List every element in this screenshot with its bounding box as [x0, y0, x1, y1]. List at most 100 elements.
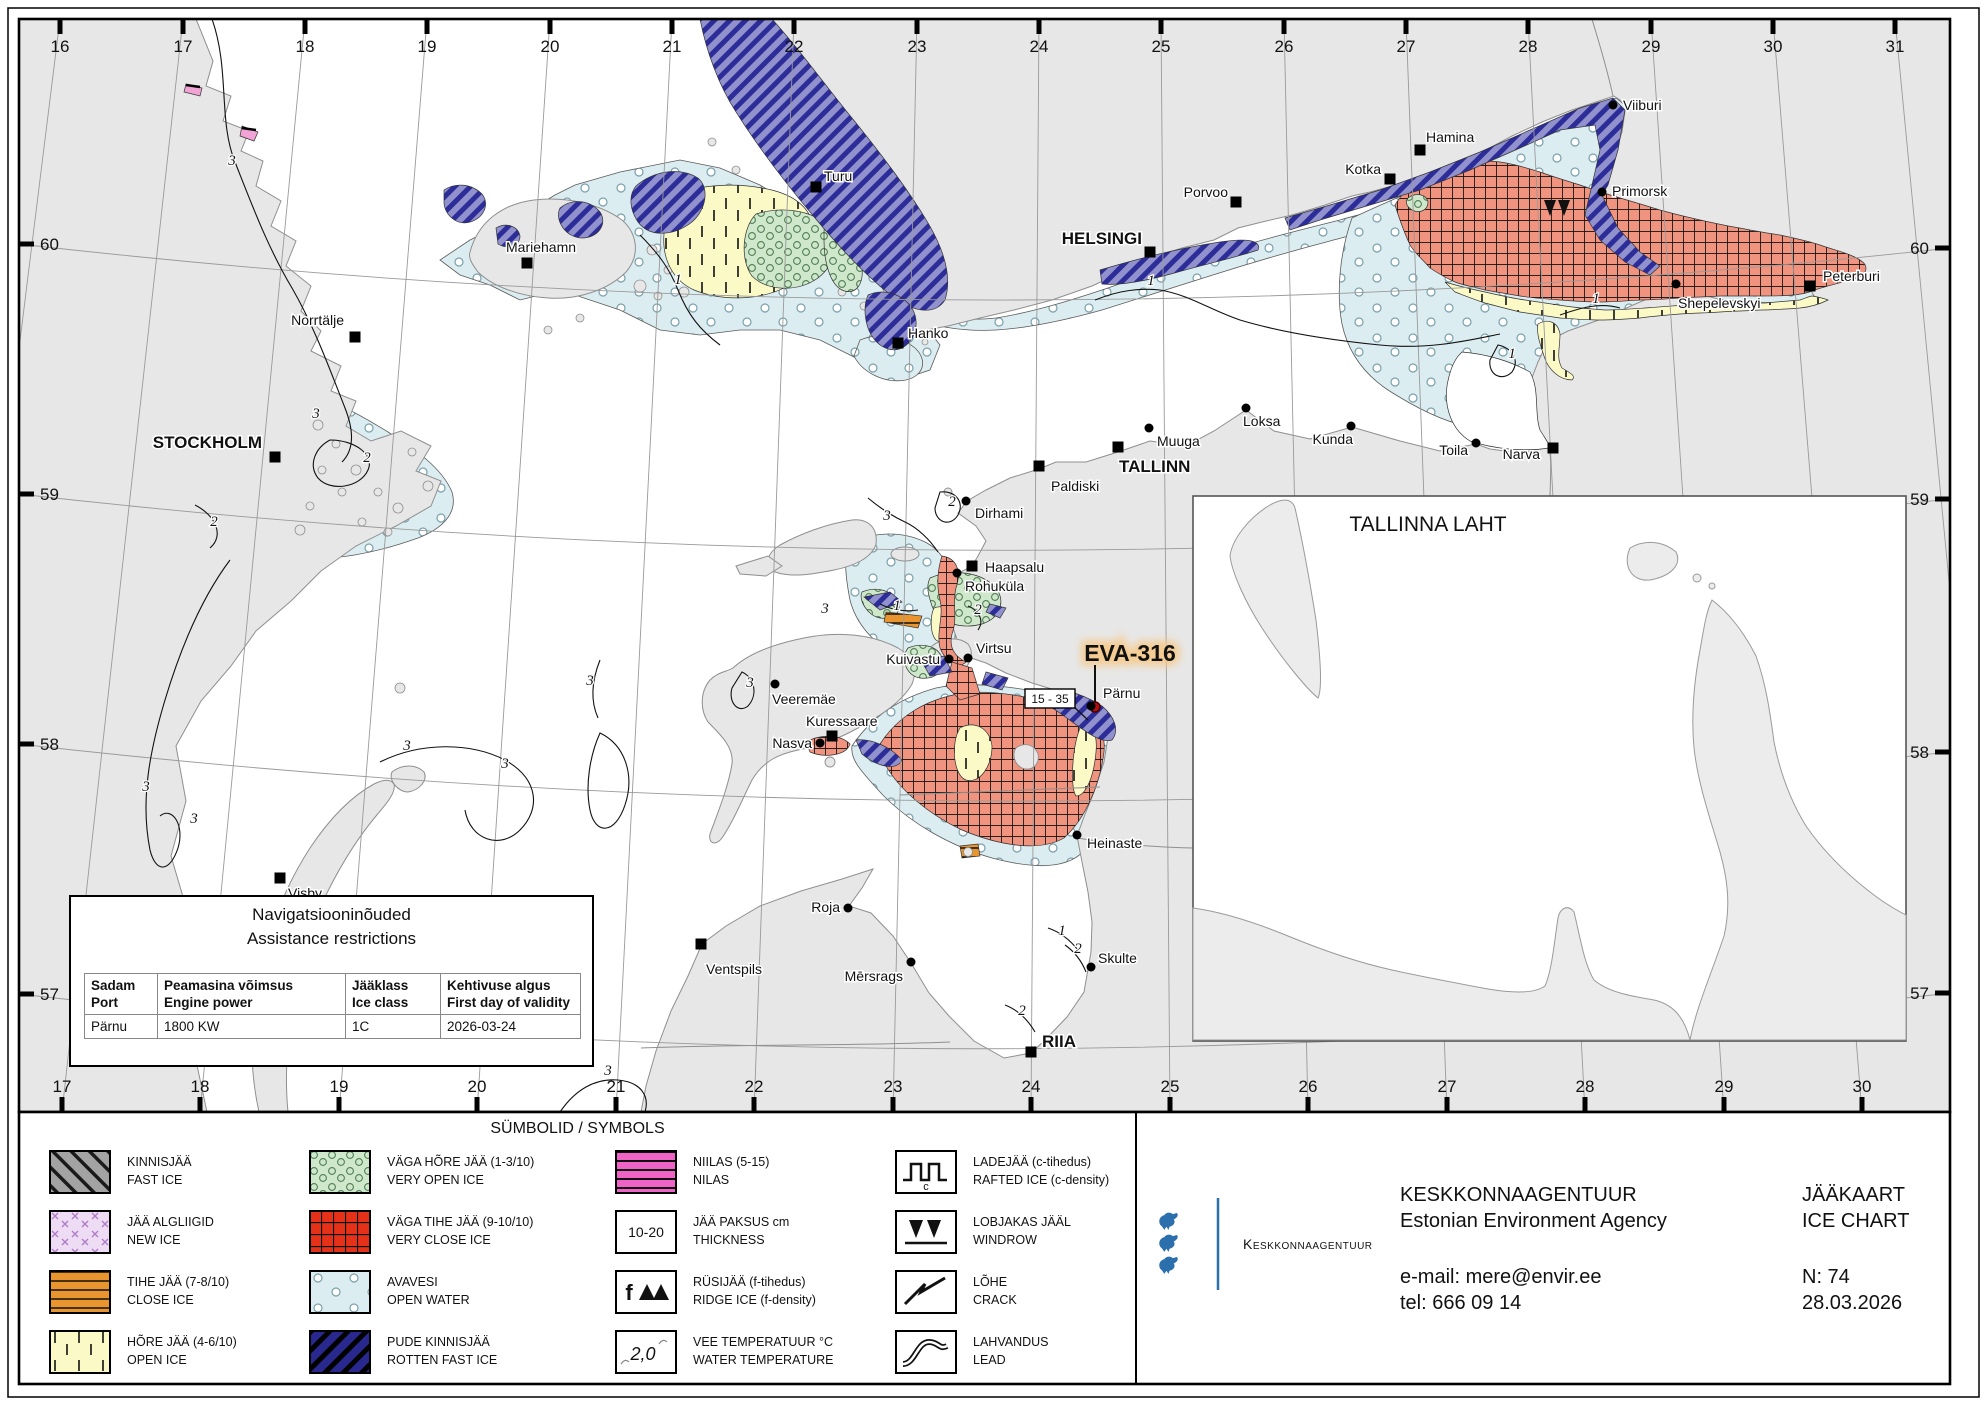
- city-shepelevskyi[interactable]: Shepelevskyi: [1671, 279, 1762, 313]
- city-marker-dot: [1471, 438, 1481, 448]
- city-nasva[interactable]: Nasva: [771, 734, 825, 753]
- meridian-22: [753, 20, 795, 1111]
- inset-title: TALLINNA LAHT: [1349, 513, 1506, 536]
- city-label: Peterburi: [1823, 268, 1880, 284]
- city-marker-square: [1230, 196, 1242, 208]
- legend-swatch-crack: [895, 1270, 957, 1314]
- ice-rotten-aland: [443, 184, 486, 224]
- lon-label-bottom-27: 27: [1438, 1077, 1457, 1096]
- lon-label-top-26: 26: [1275, 37, 1294, 56]
- city-turu[interactable]: Turu: [810, 167, 854, 193]
- legend-swatch-veryopen: [309, 1150, 371, 1194]
- doc-type-en: ICE CHART: [1802, 1210, 1910, 1232]
- logo-caption: Keskkonnaagentuur: [1243, 1236, 1373, 1252]
- city-peterburi[interactable]: Peterburi: [1804, 267, 1881, 292]
- city-rohuküla[interactable]: Rohuküla: [952, 568, 1026, 596]
- lon-label-top-28: 28: [1519, 37, 1538, 56]
- city-label: Nasva: [772, 735, 812, 751]
- city-mērsrags[interactable]: Mērsrags: [843, 957, 916, 986]
- ice-rotten-riga-west: [855, 739, 903, 767]
- city-kuressaare[interactable]: Kuressaare: [805, 712, 879, 742]
- city-mariehamn[interactable]: Mariehamn: [505, 238, 578, 269]
- city-label: Virtsu: [976, 640, 1012, 656]
- city-heinaste[interactable]: Heinaste: [1072, 830, 1144, 853]
- city-virtsu[interactable]: Virtsu: [963, 639, 1013, 663]
- city-marker-square: [826, 730, 838, 742]
- legend-item-label: RÜSIJÄÄ (f-tihedus) RIDGE ICE (f-density): [693, 1275, 816, 1307]
- city-marker-dot: [1241, 403, 1251, 413]
- city-toila[interactable]: Toila: [1438, 438, 1481, 460]
- legend-swatch-openice: [49, 1330, 111, 1374]
- grid-labels: 16 17171818191920202121222223232424252526…: [19, 19, 1950, 1112]
- city-label: Shepelevskyi: [1678, 295, 1761, 311]
- city-roja[interactable]: Roja: [810, 898, 853, 917]
- city-kotka[interactable]: Kotka: [1344, 160, 1396, 185]
- city-loksa[interactable]: Loksa: [1241, 403, 1282, 431]
- legend-item-label: TIHE JÄÄ (7-8/10) CLOSE ICE: [127, 1275, 230, 1307]
- city-kunda[interactable]: Kunda: [1311, 421, 1356, 449]
- city-paldiski[interactable]: Paldiski: [1033, 460, 1101, 496]
- lon-label-top-21: 21: [663, 37, 682, 56]
- city-label: RIIA: [1042, 1032, 1076, 1051]
- city-haapsalu[interactable]: Haapsalu: [966, 558, 1046, 577]
- city-norrtälje[interactable]: Norrtälje: [290, 311, 361, 343]
- city-hamina[interactable]: Hamina: [1414, 128, 1476, 156]
- city-marker-dot: [1597, 187, 1607, 197]
- meridian-16: [20, 20, 61, 345]
- legend-item-label: JÄÄ PAKSUS cm THICKNESS: [693, 1215, 790, 1247]
- city-label: Viiburi: [1623, 97, 1662, 113]
- city-helsingi[interactable]: HELSINGI: [1060, 228, 1156, 258]
- thickness-label: 15 - 35: [1031, 692, 1069, 706]
- city-muuga[interactable]: Muuga: [1144, 423, 1202, 451]
- nav-title-en: Assistance restrictions: [246, 929, 417, 948]
- city-tallinn[interactable]: TALLINN: [1112, 441, 1192, 478]
- water-temp-label-3: 3: [603, 1063, 612, 1079]
- city-label: Kotka: [1345, 161, 1381, 177]
- legend-item-label: VÄGA TIHE JÄÄ (9-10/10) VERY CLOSE ICE: [387, 1215, 534, 1247]
- lat-label-left-59: 59: [40, 485, 59, 504]
- water-temp-label-2: 2: [363, 450, 371, 466]
- city-marker-square: [1414, 144, 1426, 156]
- city-primorsk[interactable]: Primorsk: [1597, 182, 1670, 201]
- water-temp-label-1: 1: [893, 598, 901, 614]
- city-pärnu[interactable]: Pärnu: [1086, 684, 1142, 711]
- city-veeremäe[interactable]: Veeremäe: [770, 679, 838, 709]
- ice-very-close-east: [1394, 160, 1867, 303]
- city-marker-square: [349, 331, 361, 343]
- lon-label-bottom-23: 23: [884, 1077, 903, 1096]
- city-kuivastu[interactable]: Kuivastu: [885, 650, 954, 669]
- agency-name-en: Estonian Environment Agency: [1400, 1210, 1667, 1232]
- svg-text:f: f: [625, 1280, 633, 1305]
- city-viiburi[interactable]: Viiburi: [1608, 96, 1663, 115]
- svg-text:EVA-316: EVA-316: [1084, 640, 1176, 666]
- svg-text:2,0: 2,0: [629, 1344, 655, 1364]
- lon-label-bottom-20: 20: [468, 1077, 487, 1096]
- water-temp-label-1: 1: [1058, 923, 1066, 939]
- water-temp-label-2: 2: [210, 514, 218, 530]
- lon-label-top-30: 30: [1764, 37, 1783, 56]
- agency-email[interactable]: e-mail: mere@envir.ee: [1400, 1266, 1602, 1288]
- city-hanko[interactable]: Hanko: [892, 324, 950, 349]
- meridian-31: [1894, 20, 1949, 586]
- city-label: Hamina: [1426, 129, 1474, 145]
- city-skulte[interactable]: Skulte: [1086, 949, 1139, 972]
- city-label: TALLINN: [1119, 457, 1190, 476]
- city-porvoo[interactable]: Porvoo: [1182, 183, 1242, 208]
- city-ventspils[interactable]: Ventspils: [695, 938, 764, 979]
- cell-power: 1800 KW: [157, 1014, 346, 1039]
- city-riia[interactable]: RIIA: [1025, 1031, 1078, 1058]
- city-stockholm[interactable]: STOCKHOLM: [151, 432, 281, 463]
- meridian-24: [1030, 20, 1040, 1111]
- city-marker-dot: [815, 738, 825, 748]
- city-marker-dot: [1086, 701, 1096, 711]
- legend-swatch-thickness: 10-20: [615, 1210, 677, 1254]
- city-label: STOCKHOLM: [153, 433, 262, 452]
- legend-swatch-newice: [49, 1210, 111, 1254]
- city-marker-dot: [961, 496, 971, 506]
- col-port-et: Sadam: [91, 978, 136, 993]
- city-dirhami[interactable]: Dirhami: [961, 496, 1025, 523]
- doc-type-et: JÄÄKAART: [1802, 1184, 1905, 1206]
- temperature-contours: [145, 20, 1621, 1111]
- city-marker-dot: [1608, 100, 1618, 110]
- city-narva[interactable]: Narva: [1501, 442, 1559, 464]
